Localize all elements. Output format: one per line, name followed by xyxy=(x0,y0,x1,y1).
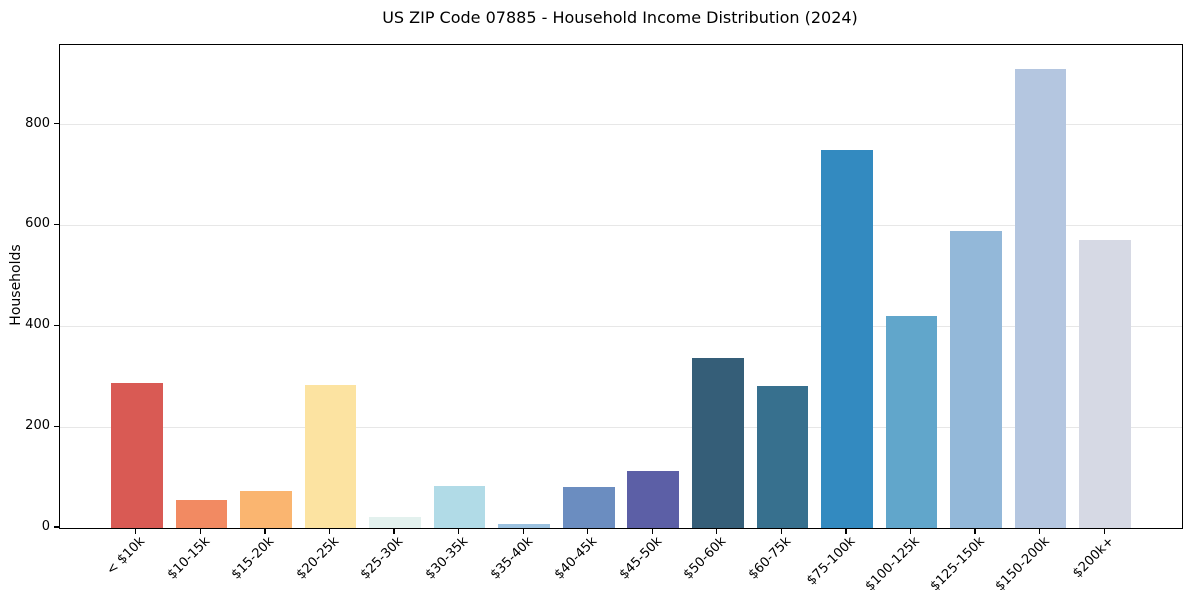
x-tick-mark xyxy=(264,528,266,534)
x-tick-label: $45-50k xyxy=(616,534,665,583)
bar xyxy=(1079,239,1131,528)
x-tick-mark xyxy=(199,528,201,534)
y-tick-label: 0 xyxy=(41,519,50,534)
x-tick-label: $35-40k xyxy=(487,534,536,583)
x-tick-mark xyxy=(780,528,782,534)
x-tick-label: < $10k xyxy=(104,534,149,579)
bar xyxy=(433,485,486,528)
x-tick-label: $40-45k xyxy=(551,534,601,583)
bar xyxy=(885,316,938,528)
x-tick-label: $60-75k xyxy=(745,534,795,583)
y-tick-label: 400 xyxy=(25,317,50,333)
bar xyxy=(498,524,550,528)
x-tick-mark xyxy=(909,528,912,534)
x-tick-mark xyxy=(587,528,589,534)
x-tick-mark xyxy=(135,528,137,534)
x-tick-mark xyxy=(1039,528,1041,534)
x-tick-label: $15-20k xyxy=(229,534,278,583)
bar xyxy=(240,491,292,528)
y-tick-label: 600 xyxy=(25,216,50,232)
x-tick-label: $30-35k xyxy=(422,534,472,583)
chart-title: US ZIP Code 07885 - Household Income Dis… xyxy=(382,8,858,27)
x-tick-mark xyxy=(716,528,718,534)
x-tick-label: $25-30k xyxy=(358,534,407,583)
x-tick-label: $20-25k xyxy=(293,534,343,583)
bar xyxy=(111,383,163,528)
plot-area xyxy=(59,44,1183,529)
y-tick-mark xyxy=(54,123,59,125)
x-tick-mark xyxy=(328,528,331,534)
bar xyxy=(304,384,357,528)
x-tick-label: $100-125k xyxy=(862,534,924,590)
x-tick-mark xyxy=(1103,528,1105,534)
x-tick-label: $125-150k xyxy=(927,534,988,590)
bar xyxy=(627,470,680,528)
bar xyxy=(950,230,1002,528)
y-tick-label: 800 xyxy=(25,115,50,131)
y-tick-label: 200 xyxy=(25,418,50,434)
x-tick-mark xyxy=(458,528,460,534)
x-tick-label: $75-100k xyxy=(804,534,859,589)
y-tick-mark xyxy=(54,324,59,326)
bar xyxy=(756,385,809,528)
x-tick-mark xyxy=(522,528,524,534)
x-tick-mark xyxy=(393,528,395,534)
y-tick-mark xyxy=(54,526,59,528)
gridline xyxy=(60,426,1182,428)
y-tick-mark xyxy=(54,425,59,427)
x-tick-mark xyxy=(845,528,847,534)
bar xyxy=(1014,69,1067,528)
bar xyxy=(692,358,744,528)
x-tick-mark xyxy=(651,528,653,534)
bar xyxy=(369,517,421,528)
x-tick-mark xyxy=(974,528,976,534)
y-tick-mark xyxy=(54,223,59,226)
gridline xyxy=(60,325,1182,327)
x-tick-label: $150-200k xyxy=(992,534,1053,590)
bar xyxy=(821,150,873,528)
bar xyxy=(562,486,615,528)
y-axis-label: Households xyxy=(8,244,24,326)
x-tick-label: $200k+ xyxy=(1069,534,1117,582)
gridline xyxy=(60,224,1182,226)
bar xyxy=(175,499,228,528)
gridline xyxy=(60,124,1182,126)
x-tick-label: $50-60k xyxy=(680,534,730,583)
x-tick-label: $10-15k xyxy=(164,534,213,583)
